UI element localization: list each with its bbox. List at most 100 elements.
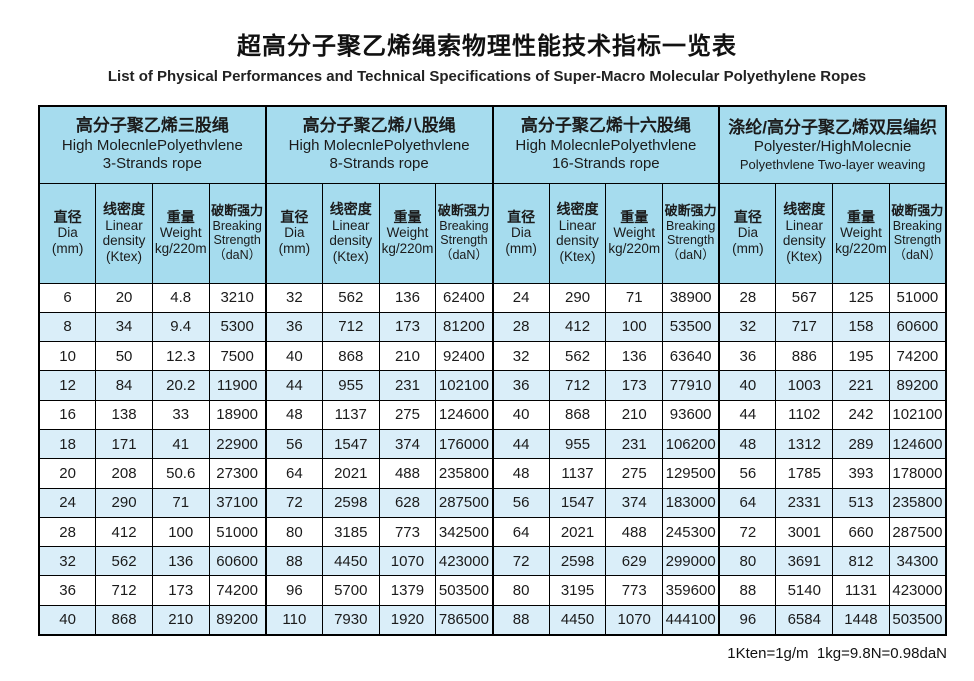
data-cell: 290 [95,487,153,518]
data-cell: 812 [832,546,890,577]
data-cell: 36 [38,575,97,606]
data-cell: 231 [605,428,664,460]
data-cell: 503500 [435,575,493,606]
col-label-cn: 重量 [846,208,875,225]
group-header-two-layer-weaving: 涤纶/高分子聚乙烯双层编织 Polyester/HighMolecnie Pol… [718,105,947,184]
col-header-dia: 直径 Dia (mm) [38,182,97,284]
data-cell: 32 [264,282,323,313]
col-label-cn: 破断强力 [211,203,264,219]
data-cell: 158 [832,311,890,343]
data-cell: 567 [775,282,834,313]
col-header-breaking-strength: 破断强力 Breaking Strength （daN） [662,182,720,284]
data-cell: 64 [264,458,323,489]
data-cell: 36 [718,341,777,372]
group-header-row: 高分子聚乙烯三股绳 High MolecnlePolyethvlene 3-St… [38,105,947,184]
data-cell: 50 [95,341,153,372]
spec-table-head: 高分子聚乙烯三股绳 High MolecnlePolyethvlene 3-St… [38,105,947,284]
data-cell: 513 [832,487,890,518]
data-cell: 88 [718,575,777,606]
data-cell: 503500 [888,604,947,636]
data-cell: 3691 [775,546,834,577]
data-cell: 32 [38,546,97,577]
data-cell: 173 [151,575,210,606]
data-cell: 955 [548,428,607,460]
data-cell: 63640 [662,341,720,372]
table-row: 10 50 12.3 7500 40 868 210 92400 32 562 136 63640 36… [38,341,947,372]
group-title-cn: 高分子聚乙烯三股绳 [75,116,229,136]
group-header-8-strands: 高分子聚乙烯八股绳 High MolecnlePolyethvlene 8-St… [264,105,493,184]
col-header-linear-density: 线密度 Linear density (Ktex) [775,182,834,284]
col-label-cn: 破断强力 [664,203,717,219]
data-cell: 38900 [662,282,720,313]
data-cell: 287500 [435,487,493,518]
col-header-weight: 重量 Weight kg/220m [151,182,210,284]
data-cell: 210 [378,341,437,372]
data-cell: 773 [378,516,437,548]
data-cell: 77910 [662,370,720,401]
table-row: 12 84 20.2 11900 44 955 231 102100 36 712 173 77910… [38,370,947,401]
data-cell: 40 [718,370,777,401]
data-cell: 868 [321,341,380,372]
group-title-en1: High MolecnlePolyethvlene [288,136,470,154]
data-cell: 4.8 [151,282,210,313]
data-cell: 88 [264,546,323,577]
data-cell: 96 [718,604,777,636]
column-header-row: 直径 Dia (mm) 线密度 Linear density (Ktex) 重量… [38,182,947,284]
col-header-linear-density: 线密度 Linear density (Ktex) [321,182,380,284]
data-cell: 868 [548,399,607,430]
data-cell: 51000 [888,282,947,313]
data-cell: 50.6 [151,458,210,489]
data-cell: 1547 [548,487,607,518]
data-cell: 712 [321,311,380,343]
col-label-cn: 重量 [393,208,422,225]
col-header-dia: 直径 Dia (mm) [491,182,550,284]
data-cell: 89200 [208,604,267,636]
data-cell: 1137 [321,399,380,430]
col-header-weight: 重量 Weight kg/220m [605,182,664,284]
page-title: 超高分子聚乙烯绳索物理性能技术指标一览表 [237,33,737,60]
table-row: 36 712 173 74200 96 5700 1379 503500 80 3195 773 35… [38,575,947,606]
data-cell: 32 [718,311,777,343]
data-cell: 48 [718,428,777,460]
data-cell: 62400 [435,282,493,313]
data-cell: 412 [548,311,607,343]
data-cell: 1379 [378,575,437,606]
data-cell: 124600 [435,399,493,430]
col-header-linear-density: 线密度 Linear density (Ktex) [548,182,607,284]
data-cell: 2331 [775,487,834,518]
col-label-cn: 线密度 [329,200,372,217]
col-header-dia: 直径 Dia (mm) [264,182,323,284]
data-cell: 1070 [378,546,437,577]
data-cell: 6584 [775,604,834,636]
data-cell: 886 [775,341,834,372]
data-cell: 7930 [321,604,380,636]
data-cell: 173 [605,370,664,401]
data-cell: 2021 [321,458,380,489]
data-cell: 173 [378,311,437,343]
data-cell: 955 [321,370,380,401]
data-cell: 374 [605,487,664,518]
data-cell: 40 [491,399,550,430]
group-title-cn: 高分子聚乙烯八股绳 [302,116,456,136]
data-cell: 208 [95,458,153,489]
data-cell: 562 [95,546,153,577]
col-label-cn: 重量 [166,208,195,225]
data-cell: 22900 [208,428,267,460]
data-cell: 12 [38,370,97,401]
table-row: 40 868 210 89200 110 7930 1920 786500 88 4450 1070… [38,604,947,636]
data-cell: 660 [832,516,890,548]
col-header-dia: 直径 Dia (mm) [718,182,777,284]
unit-conversion-note: 1Kten=1g/m 1kg=9.8N=0.98daN [727,644,947,662]
col-label-en: Breaking Strength （daN） [892,218,943,263]
data-cell: 1448 [832,604,890,636]
data-cell: 102100 [888,399,947,430]
table-row: 8 34 9.4 5300 36 712 173 81200 28 412 100 53500 32 71… [38,311,947,343]
col-label-en: Dia (mm) [505,225,537,257]
group-title-en1: High MolecnlePolyethvlene [515,136,697,154]
data-cell: 102100 [435,370,493,401]
data-cell: 183000 [662,487,720,518]
data-cell: 81200 [435,311,493,343]
data-cell: 562 [321,282,380,313]
data-cell: 125 [832,282,890,313]
